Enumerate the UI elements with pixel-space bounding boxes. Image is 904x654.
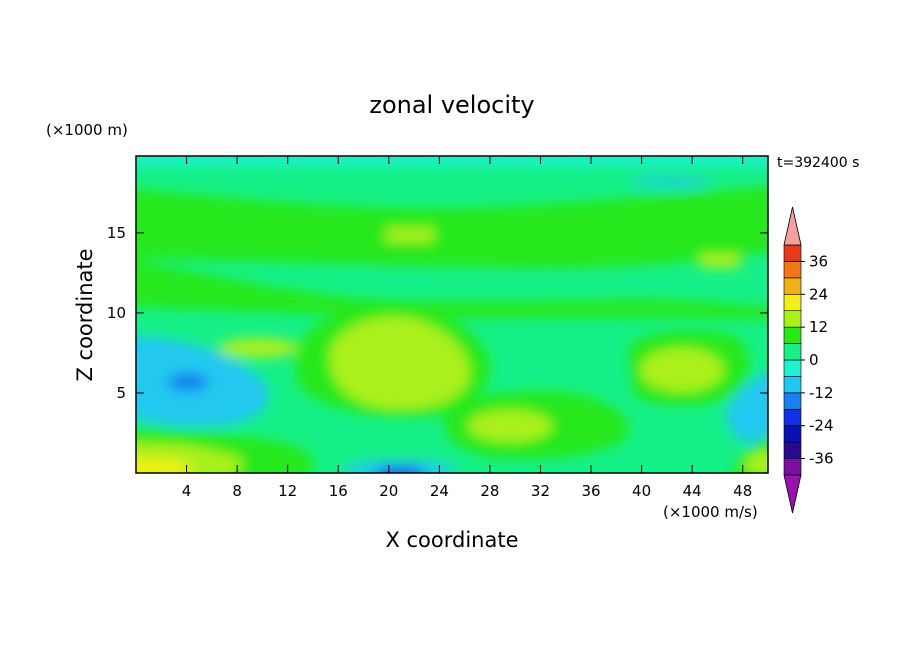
colorbar-extend-low: [783, 474, 802, 514]
contour-left-lime: [218, 338, 298, 358]
colorbar: 36 24 12 0 -12 -24 -36: [783, 206, 834, 514]
x-tick-label: 24: [430, 482, 449, 500]
colorbar-extend-high: [783, 206, 802, 246]
colorbar-swatch: [783, 392, 802, 410]
plot-area: [136, 156, 768, 473]
contour-lime-patch-2: [700, 254, 740, 268]
x-tick-label: 4: [182, 482, 192, 500]
colorbar-swatch: [783, 310, 802, 328]
plot-frame: [135, 155, 769, 474]
y-tick-label: 5: [116, 384, 126, 402]
colorbar-swatch: [783, 425, 802, 443]
colorbar-tick-label: 24: [809, 285, 828, 303]
y-axis-label: Z coordinate: [73, 248, 97, 381]
colorbar-swatch: [783, 408, 802, 427]
x-axis-label: X coordinate: [385, 528, 518, 552]
colorbar-swatch: [783, 359, 802, 377]
contour-right-cyan: [725, 372, 768, 451]
x-tick-label: 32: [531, 482, 550, 500]
time-label: t=392400 s: [777, 155, 859, 171]
chart-title: zonal velocity: [369, 91, 534, 119]
contour-upper-green: [136, 186, 768, 269]
x-tick-label: 20: [379, 482, 398, 500]
colorbar-swatch: [783, 343, 802, 361]
colorbar-swatch: [783, 326, 802, 344]
contour-top-band: [136, 156, 768, 166]
colorbar-tick-label: -24: [809, 417, 834, 435]
contour-bottom-cyan: [344, 460, 456, 473]
colorbar-tick-label: 36: [809, 252, 828, 270]
contour-top-cyan: [630, 176, 710, 188]
colorbar-swatch: [783, 458, 802, 476]
x-tick-label: 44: [683, 482, 702, 500]
contour-bottom-yellow: [136, 458, 192, 473]
colorbar-tick-label: -12: [809, 384, 834, 402]
contour-lime-patch-1: [386, 228, 434, 242]
contour-mid-green: [136, 260, 768, 320]
y-tick-label: 10: [107, 304, 126, 322]
x-tick-label: 40: [632, 482, 651, 500]
contour-left-blue: [168, 373, 208, 391]
colorbar-swatch: [783, 277, 802, 295]
colorbar-swatch: [783, 376, 802, 394]
x-tick-label: 16: [329, 482, 348, 500]
x-axis-unit: (×1000 m/s): [663, 503, 758, 521]
colorbar-swatch: [783, 441, 802, 459]
contour-lower-lime: [468, 410, 552, 442]
contour-bottom-right-lime: [744, 452, 768, 473]
x-tick-label: 48: [733, 482, 752, 500]
colorbar-swatch: [783, 244, 802, 262]
x-ticks: 4 8 12 16 20 24 28 32 36 40 44 48: [182, 156, 752, 500]
colorbar-swatch: [783, 293, 802, 312]
x-tick-label: 8: [232, 482, 242, 500]
colorbar-tick-label: 0: [809, 351, 819, 369]
x-tick-label: 36: [581, 482, 600, 500]
y-axis-unit: (×1000 m): [46, 121, 128, 139]
contour-right-lime: [640, 348, 724, 392]
y-ticks: 5 10 15: [107, 224, 768, 402]
colorbar-tick-label: 12: [809, 318, 828, 336]
x-tick-label: 28: [480, 482, 499, 500]
y-tick-label: 15: [107, 224, 126, 242]
colorbar-tick-label: -36: [809, 450, 834, 468]
contour-central-lime: [329, 316, 470, 410]
contour-bottom-blue: [374, 468, 426, 473]
x-tick-label: 12: [278, 482, 297, 500]
colorbar-swatch: [783, 261, 802, 279]
